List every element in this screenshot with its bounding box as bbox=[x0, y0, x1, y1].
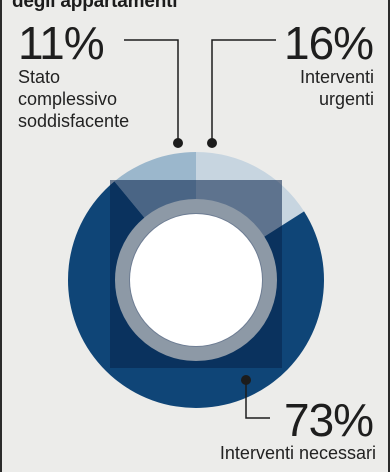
donut-hole bbox=[130, 214, 262, 346]
label-urgenti-line-1: Interventi bbox=[299, 67, 374, 87]
leader-necessari bbox=[245, 380, 270, 419]
pct-necessari: 73% bbox=[284, 394, 374, 446]
label-soddisfacente-line-2: complessivo bbox=[18, 89, 118, 109]
leader-soddisfacente bbox=[124, 39, 179, 143]
pct-soddisfacente: 11% bbox=[18, 17, 105, 69]
label-necessari: Interventi necessari bbox=[219, 443, 376, 463]
leader-urgenti bbox=[211, 39, 276, 143]
dot-soddisfacente bbox=[173, 138, 183, 148]
chart-title: degli appartamenti bbox=[12, 0, 178, 12]
dot-necessari bbox=[241, 375, 251, 385]
label-soddisfacente: Stato complessivo soddisfacente bbox=[18, 66, 129, 132]
inner-ring bbox=[115, 199, 277, 361]
label-soddisfacente-line-1: Stato bbox=[18, 67, 61, 87]
pct-urgenti: 16% bbox=[284, 17, 374, 69]
label-soddisfacente-line-3: soddisfacente bbox=[18, 111, 130, 131]
dot-urgenti bbox=[207, 138, 217, 148]
label-urgenti: Interventi urgenti bbox=[300, 66, 374, 110]
label-urgenti-line-2: urgenti bbox=[318, 89, 374, 109]
